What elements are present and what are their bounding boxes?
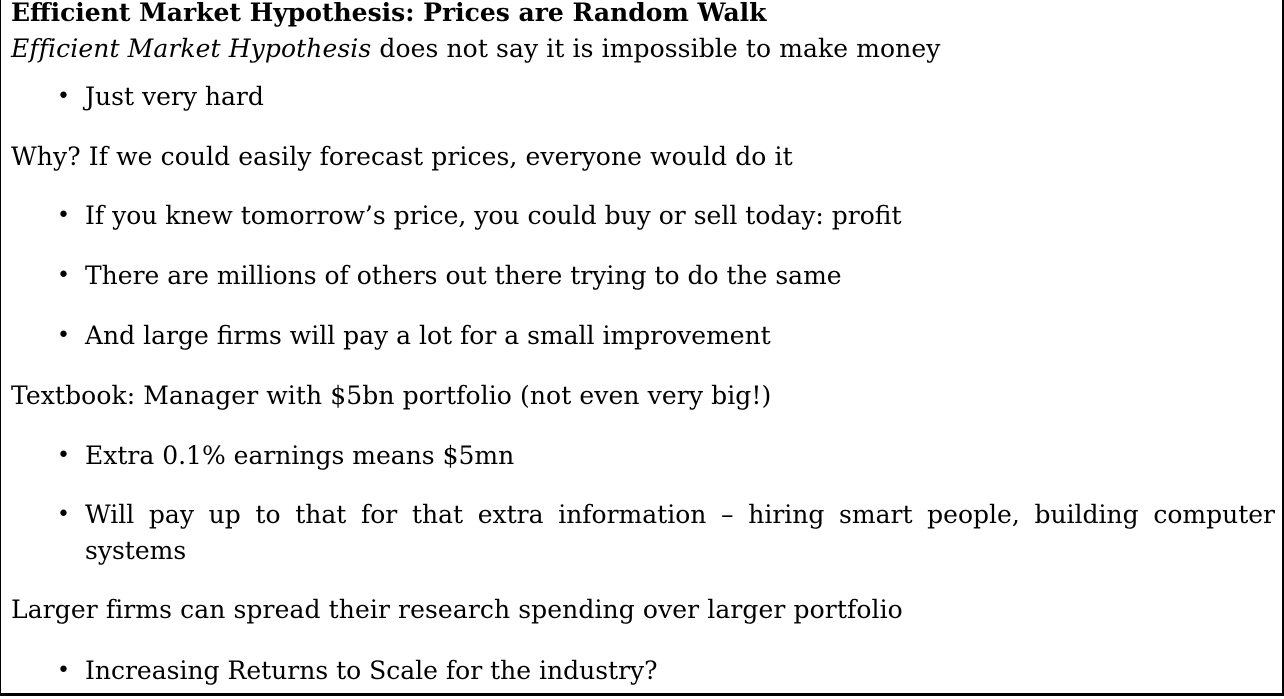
bullet-icon: • <box>57 443 70 468</box>
intro-italic-term: Efficient Market Hypothesis <box>11 34 372 63</box>
bullet-icon: • <box>57 502 70 527</box>
bullet-text: If you knew tomorrow’s price, you could … <box>85 201 902 230</box>
textbook-paragraph: Textbook: Manager with $5bn portfolio (n… <box>11 381 772 410</box>
bullet-text: Just very hard <box>85 82 264 111</box>
bullet-icon: • <box>57 263 70 288</box>
bullet-text: Extra 0.1% earnings means $5mn <box>85 441 515 470</box>
slide-title: Efficient Market Hypothesis: Prices are … <box>11 0 767 27</box>
bullet-icon: • <box>57 658 70 683</box>
intro-paragraph: Efficient Market Hypothesis does not say… <box>11 34 940 64</box>
intro-rest-text: does not say it is impossible to make mo… <box>371 34 941 63</box>
bullet-icon: • <box>57 84 70 109</box>
bullet-icon: • <box>57 323 70 348</box>
bullet-text: Will pay up to that for that extra infor… <box>85 500 1275 565</box>
bullet-icon: • <box>57 203 70 228</box>
why-paragraph: Why? If we could easily forecast prices,… <box>11 142 793 171</box>
bullet-text: There are millions of others out there t… <box>85 261 842 290</box>
bullet-text: Increasing Returns to Scale for the indu… <box>85 656 658 685</box>
larger-paragraph: Larger firms can spread their research s… <box>11 595 903 624</box>
bullet-text: And large firms will pay a lot for a sma… <box>85 321 771 350</box>
